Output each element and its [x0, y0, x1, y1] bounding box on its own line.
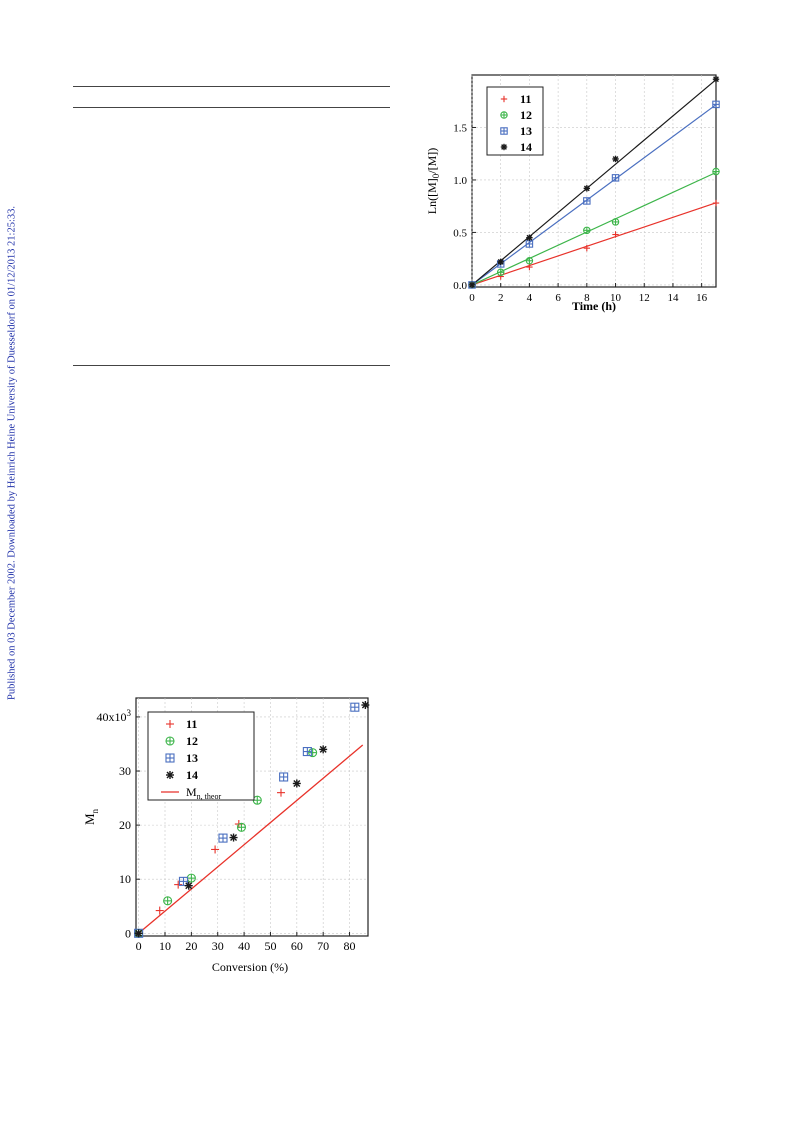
- legend-label: 11: [520, 92, 531, 106]
- x-tick-label: 12: [639, 292, 650, 304]
- mn-y-axis-label: Mn: [82, 808, 100, 825]
- x-tick-label: 70: [317, 939, 329, 953]
- mn-x-axis-label: Conversion (%): [212, 960, 288, 974]
- data-point-11: [155, 906, 164, 915]
- legend-label: 14: [186, 768, 198, 782]
- data-point-14: [229, 833, 238, 842]
- legend-marker-14: [166, 771, 174, 779]
- data-point-11: [211, 845, 220, 854]
- data-point-14: [526, 234, 533, 241]
- data-point-12: [712, 167, 720, 176]
- x-tick-label: 40: [238, 939, 250, 953]
- data-point-14: [361, 701, 370, 710]
- data-point-12: [525, 257, 534, 265]
- data-point-11: [277, 788, 285, 797]
- data-point-12: [163, 896, 173, 906]
- data-point-14: [468, 281, 476, 289]
- x-tick-label: 0: [136, 939, 142, 953]
- mn-conversion-chart: 0 10 20 30 40 50 60 70 80 0 10 20 30 40x103 Mn Conver…: [82, 697, 370, 974]
- table-rule-bottom: [73, 365, 390, 366]
- x-tick-label: 4: [527, 292, 533, 304]
- x-tick-label: 30: [212, 939, 224, 953]
- x-tick-label: 6: [555, 292, 561, 304]
- data-point-14: [292, 779, 301, 788]
- data-point-12: [186, 873, 196, 883]
- table-rule-header: [73, 107, 390, 108]
- download-notice-text: Published on 03 December 2002. Downloade…: [6, 206, 18, 700]
- data-point-14: [497, 258, 504, 266]
- data-point-14: [612, 155, 619, 163]
- data-point-11: [612, 231, 619, 238]
- kinetics-x-axis-label: Time (h): [572, 299, 616, 313]
- kinetics-chart: 0 2 4 6 8 10 12 14 16 0.0 0.5 1.0 1.5 Ln([M]0/[M]) T…: [425, 74, 720, 313]
- legend-marker-11: [500, 95, 508, 103]
- kinetics-legend: 11 12 13 14: [486, 86, 544, 156]
- data-point-11: [174, 880, 183, 889]
- legend-label: 13: [186, 751, 198, 765]
- legend-marker-14: [500, 143, 508, 151]
- data-point-14: [712, 75, 720, 83]
- x-tick-label: 8: [584, 292, 590, 304]
- legend-marker-12: [500, 111, 508, 119]
- y-tick-label: 0: [125, 926, 131, 940]
- data-point-14: [184, 881, 193, 890]
- legend-marker-13: [165, 753, 175, 763]
- legend-label: 14: [520, 140, 532, 154]
- fit-line-13: [471, 104, 717, 286]
- legend-label: 12: [186, 734, 198, 748]
- y-tick-label: 30: [119, 764, 131, 778]
- data-point-11: [526, 263, 533, 271]
- data-point-13: [350, 702, 360, 712]
- data-point-14: [319, 745, 328, 754]
- data-point-12: [496, 268, 505, 277]
- data-point-13: [218, 833, 228, 843]
- legend-label: 12: [520, 108, 532, 122]
- y-tick-label: 1.0: [453, 175, 467, 187]
- x-tick-label: 0: [469, 292, 475, 304]
- data-point-13: [611, 174, 620, 182]
- data-point-13: [302, 746, 312, 757]
- y-tick-label: 20: [119, 818, 131, 832]
- download-notice: Published on 03 December 2002. Downloade…: [2, 198, 22, 708]
- x-tick-label: 20: [185, 939, 197, 953]
- y-tick-label: 1.5: [453, 122, 467, 134]
- data-point-11: [583, 244, 591, 252]
- data-point-14: [134, 929, 143, 938]
- data-point-12: [308, 748, 318, 758]
- legend-marker-13: [500, 127, 508, 135]
- data-point-13: [279, 772, 289, 782]
- kinetics-y-axis-label: Ln([M]0/[M]): [425, 148, 441, 215]
- y-tick-label: 0.0: [453, 280, 467, 292]
- y-tick-label: 10: [119, 872, 131, 886]
- x-tick-label: 2: [498, 292, 504, 304]
- data-point-13: [178, 876, 189, 886]
- x-tick-label: 80: [344, 939, 356, 953]
- legend-marker-12: [165, 736, 175, 746]
- x-tick-label: 16: [696, 292, 708, 304]
- data-point-12: [236, 822, 247, 832]
- data-point-12: [583, 226, 591, 235]
- x-tick-label: 10: [159, 939, 171, 953]
- fit-line-11: [471, 202, 717, 286]
- theory-line: [138, 744, 364, 934]
- data-point-13: [583, 197, 591, 205]
- fit-line-12: [471, 171, 717, 286]
- legend-label: 13: [520, 124, 532, 138]
- legend-label: 11: [186, 717, 197, 731]
- data-point-12: [611, 218, 620, 226]
- x-tick-label: 60: [291, 939, 303, 953]
- y-tick-label: 40x103: [97, 708, 132, 724]
- fit-line-14: [471, 79, 717, 286]
- table-rule-top: [73, 86, 390, 87]
- y-tick-label: 0.5: [453, 227, 467, 239]
- data-point-13: [712, 100, 720, 109]
- x-tick-label: 14: [667, 292, 679, 304]
- data-point-14: [583, 185, 591, 192]
- legend-marker-11: [166, 720, 174, 728]
- x-tick-label: 50: [264, 939, 276, 953]
- data-point-11: [712, 199, 720, 207]
- x-tick-label: 10: [610, 292, 622, 304]
